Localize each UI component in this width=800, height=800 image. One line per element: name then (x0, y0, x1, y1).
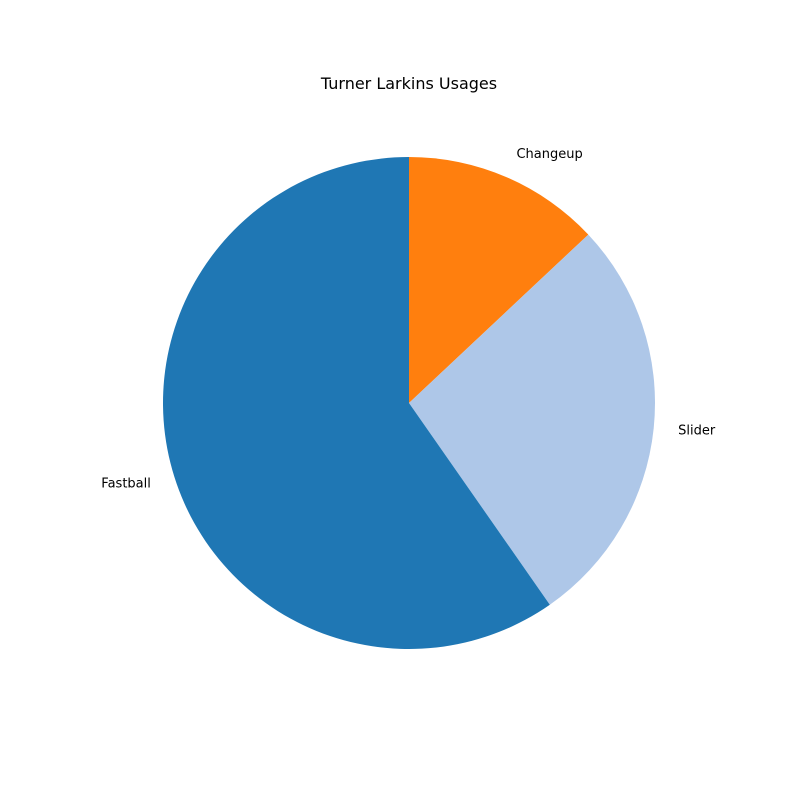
pie-slice-fastball (162, 157, 550, 649)
pie-slices (162, 157, 655, 649)
slice-label-changeup: Changeup (516, 147, 582, 162)
pie-labels: Changeup Slider Fastball (101, 147, 716, 492)
chart-title: Turner Larkins Usages (320, 74, 497, 93)
pie-slice-changeup (409, 157, 589, 403)
slice-label-fastball: Fastball (101, 477, 151, 492)
slice-label-slider: Slider (678, 424, 716, 439)
pie-slice-slider (409, 234, 655, 605)
